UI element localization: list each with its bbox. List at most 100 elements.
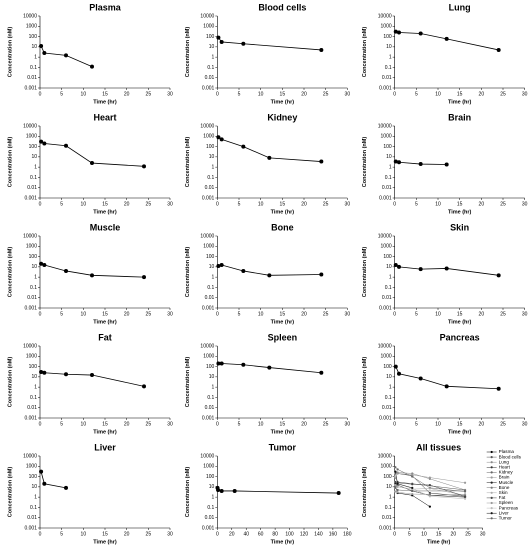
data-point (411, 489, 414, 493)
x-tick-label: 30 (522, 311, 528, 317)
y-tick-label: 1000 (381, 354, 392, 360)
x-tick-label: 10 (435, 311, 441, 317)
panel: Kidney 0.001 0.01 0.1 1 10 100 1000 10000 0 5 10 15 2… (185, 112, 351, 215)
panel-title: Fat (98, 332, 112, 342)
x-tick-label: 100 (285, 531, 294, 537)
y-tick-label: 1000 (26, 24, 37, 30)
y-tick-label: 0.001 (202, 525, 215, 531)
data-point (418, 31, 423, 36)
y-tick-label: 10 (31, 44, 37, 50)
x-tick-label: 5 (238, 311, 241, 317)
data-point (319, 159, 324, 164)
x-tick-label: 0 (216, 91, 219, 97)
data-point (90, 161, 94, 166)
x-tick-label: 15 (436, 531, 442, 537)
y-tick-label: 0.01 (382, 295, 392, 301)
data-point (396, 491, 399, 494)
x-axis-label: Time (hr) (271, 539, 295, 545)
x-tick-label: 5 (408, 531, 411, 537)
y-tick-label: 0.1 (30, 175, 37, 181)
panel: Muscle 0.001 0.01 0.1 1 10 100 1000 10000 0 5 10 15 2… (7, 222, 173, 325)
data-point (396, 485, 399, 488)
data-line (218, 37, 322, 51)
y-tick-label: 100 (206, 254, 215, 260)
legend-marker (490, 461, 493, 464)
data-point (241, 144, 246, 149)
x-tick-label: 25 (500, 201, 506, 207)
y-axis-label: Concentration (nM) (362, 357, 368, 408)
legend-label: Fat (499, 495, 506, 500)
y-tick-label: 0.01 (382, 515, 392, 521)
y-tick-label: 0.001 (24, 305, 37, 311)
y-tick-label: 10000 (378, 233, 392, 239)
data-point (418, 267, 423, 272)
y-axis-label: Concentration (nM) (7, 467, 13, 518)
y-tick-label: 1 (34, 54, 37, 60)
x-axis-label: Time (hr) (448, 429, 472, 435)
x-tick-label: 20 (301, 201, 307, 207)
data-point (397, 264, 401, 269)
y-tick-label: 1 (212, 274, 215, 280)
x-tick-label: 10 (81, 531, 87, 537)
x-axis-label: Time (hr) (93, 99, 117, 105)
data-point (411, 492, 414, 496)
x-tick-label: 15 (102, 311, 108, 317)
y-tick-label: 10000 (378, 453, 392, 459)
x-tick-label: 20 (124, 421, 130, 427)
x-tick-label: 5 (238, 91, 241, 97)
data-point (39, 261, 44, 266)
y-tick-label: 0.001 (202, 415, 215, 421)
x-tick-label: 25 (146, 531, 152, 537)
legend-marker (490, 466, 493, 469)
x-tick-label: 20 (451, 531, 457, 537)
panel-title: Lung (449, 2, 471, 12)
y-tick-label: 10 (386, 154, 392, 160)
data-point (397, 30, 401, 35)
y-tick-label: 10 (386, 44, 392, 50)
data-point (219, 361, 224, 366)
x-tick-label: 25 (323, 91, 329, 97)
y-tick-label: 10000 (200, 13, 214, 19)
y-tick-label: 0.1 (207, 65, 214, 71)
data-point (42, 263, 47, 268)
panel-title: Pancreas (440, 332, 480, 342)
y-tick-label: 10 (209, 44, 215, 50)
x-tick-label: 25 (323, 201, 329, 207)
x-tick-label: 0 (39, 201, 42, 207)
x-tick-label: 30 (345, 421, 351, 427)
data-point (394, 490, 397, 493)
x-tick-label: 15 (102, 91, 108, 97)
x-tick-label: 5 (60, 311, 63, 317)
panel: Heart 0.001 0.01 0.1 1 10 100 1000 10000 0 5 10 15 20… (7, 112, 173, 215)
x-tick-label: 25 (500, 91, 506, 97)
data-point (418, 162, 423, 167)
data-point (496, 273, 501, 278)
y-tick-label: 10000 (200, 453, 214, 459)
y-tick-label: 1 (34, 494, 37, 500)
data-point (267, 273, 272, 278)
data-line (395, 31, 499, 51)
x-tick-label: 0 (393, 201, 396, 207)
data-point (336, 491, 341, 496)
data-point (39, 469, 44, 474)
y-tick-label: 10000 (23, 233, 37, 239)
x-tick-label: 0 (216, 531, 219, 537)
x-tick-label: 0 (39, 311, 42, 317)
y-tick-label: 0.001 (379, 305, 392, 311)
x-tick-label: 5 (238, 201, 241, 207)
data-point (444, 266, 449, 271)
x-tick-label: 30 (522, 421, 528, 427)
y-tick-label: 1 (34, 274, 37, 280)
y-tick-label: 1000 (26, 354, 37, 360)
y-tick-label: 0.001 (24, 195, 37, 201)
x-tick-label: 0 (39, 421, 42, 427)
y-tick-label: 10 (209, 374, 215, 380)
y-tick-label: 0.001 (24, 525, 37, 531)
legend-marker (490, 517, 493, 520)
panel: Skin 0.001 0.01 0.1 1 10 100 1000 10000 0 5 10 15 20 2… (362, 222, 528, 325)
data-point (64, 143, 68, 148)
data-point (219, 263, 224, 268)
x-tick-label: 20 (124, 531, 130, 537)
x-tick-label: 15 (280, 91, 286, 97)
